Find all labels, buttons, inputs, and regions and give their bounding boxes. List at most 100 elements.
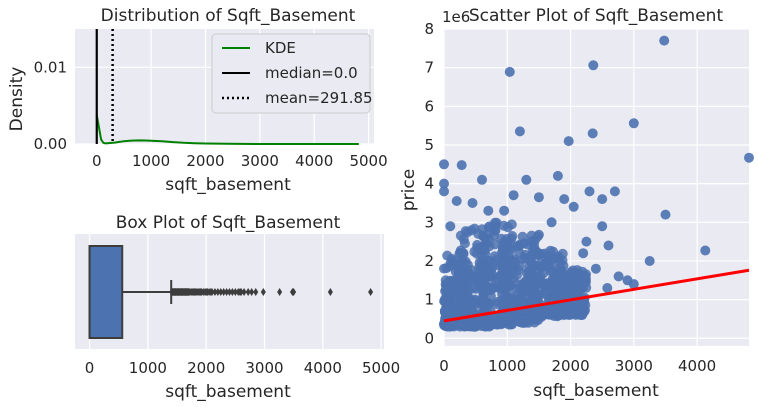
scatter-point xyxy=(517,231,528,242)
scatter-point xyxy=(568,201,579,212)
scatter-point xyxy=(555,284,566,294)
scatter-point xyxy=(744,152,754,163)
scatter-point xyxy=(456,160,467,171)
scatter-ticks: 0 1000 2000 3000 4000 0 1 2 3 4 5 6 7 8 xyxy=(424,20,716,375)
box-outlier xyxy=(218,288,224,296)
scatter-point xyxy=(483,205,494,216)
scatter-point xyxy=(440,275,451,286)
scatter-y-offset: 1e6 xyxy=(442,8,470,26)
scatter-point xyxy=(461,321,472,332)
scatter-xtick-label: 1000 xyxy=(488,357,526,375)
scatter-point xyxy=(577,282,588,293)
box-outlier xyxy=(221,288,227,296)
scatter-point xyxy=(644,256,655,266)
scatter-ytick-label: 0 xyxy=(424,329,434,347)
scatter-point xyxy=(467,296,478,307)
scatter-point xyxy=(526,312,537,323)
scatter-point xyxy=(500,295,511,306)
scatter-point xyxy=(613,271,624,282)
scatter-point xyxy=(554,257,565,268)
scatter-point xyxy=(597,194,608,205)
box-outlier xyxy=(238,288,244,296)
box-outlier xyxy=(327,288,333,296)
kde-xtick-label: 3000 xyxy=(241,152,279,170)
scatter-point xyxy=(506,219,517,230)
box-xtick-label: 0 xyxy=(85,359,95,377)
scatter-point xyxy=(539,278,550,289)
scatter-point xyxy=(597,221,608,232)
scatter-point xyxy=(508,190,519,201)
scatter-ytick-label: 7 xyxy=(424,59,434,77)
scatter-point xyxy=(602,283,613,293)
kde-ylabel: Density xyxy=(7,67,27,132)
scatter-xtick-label: 0 xyxy=(439,357,449,375)
scatter-point xyxy=(559,194,570,205)
scatter-point xyxy=(546,217,557,228)
box-outlier xyxy=(215,288,221,296)
scatter-point xyxy=(521,174,532,185)
scatter-point xyxy=(514,241,525,251)
scatter-point xyxy=(439,159,449,170)
scatter-point xyxy=(441,263,452,274)
scatter-ytick-label: 2 xyxy=(424,252,434,270)
scatter-point xyxy=(441,284,452,295)
box-outlier xyxy=(241,288,247,296)
scatter-point xyxy=(603,240,614,251)
kde-ytick-label: 0.01 xyxy=(34,58,67,76)
scatter-point xyxy=(504,66,515,77)
scatter-point xyxy=(628,118,639,129)
scatter-point xyxy=(442,250,453,261)
box-shapes xyxy=(88,245,374,339)
scatter-point xyxy=(455,247,466,258)
scatter-point xyxy=(439,178,449,189)
legend-label-kde: KDE xyxy=(265,39,296,57)
box-xtick-label: 2000 xyxy=(187,359,225,377)
scatter-point xyxy=(508,296,519,306)
scatter-point xyxy=(532,278,543,289)
box-outlier xyxy=(212,288,218,296)
scatter-point xyxy=(463,269,474,280)
box-outlier xyxy=(224,288,230,296)
box-iqr xyxy=(88,245,124,339)
scatter-point xyxy=(572,269,583,280)
scatter-point xyxy=(445,221,456,232)
box-panel: 0 1000 2000 3000 4000 5000 Box Plot of Sqft_B… xyxy=(75,213,400,402)
scatter-point xyxy=(479,272,490,283)
box-outlier xyxy=(291,288,297,296)
box-outlier xyxy=(232,288,238,296)
scatter-ytick-label: 8 xyxy=(424,20,434,38)
box-ticks: 0 1000 2000 3000 4000 5000 xyxy=(85,359,400,377)
scatter-point xyxy=(590,263,601,274)
scatter-xtick-label: 2000 xyxy=(551,357,589,375)
kde-lines xyxy=(95,29,359,145)
box-outlier xyxy=(227,288,232,296)
box-xtick-label: 1000 xyxy=(129,359,167,377)
scatter-point xyxy=(441,309,452,320)
scatter-point xyxy=(660,209,671,220)
scatter-point xyxy=(484,284,495,295)
box-xtick-label: 5000 xyxy=(362,359,400,377)
legend-label-median: median=0.0 xyxy=(265,64,358,82)
box-outlier xyxy=(245,288,251,296)
box-outlier xyxy=(249,288,255,296)
scatter-point xyxy=(536,311,547,322)
scatter-point xyxy=(499,205,510,216)
scatter-point xyxy=(459,287,470,298)
scatter-point xyxy=(497,278,508,289)
kde-xtick-label: 0 xyxy=(92,152,102,170)
kde-ticks: 0 1000 2000 3000 4000 5000 0.00 0.01 xyxy=(34,58,388,170)
box-outlier xyxy=(368,288,374,296)
kde-xtick-label: 1000 xyxy=(132,152,170,170)
scatter-ytick-label: 3 xyxy=(424,213,434,231)
box-xlabel: sqft_basement xyxy=(165,382,291,402)
scatter-point xyxy=(478,231,489,242)
scatter-xlabel: sqft_basement xyxy=(533,381,659,401)
scatter-point xyxy=(577,304,588,315)
scatter-point xyxy=(588,60,599,71)
scatter-xtick-label: 4000 xyxy=(678,357,716,375)
legend-frame xyxy=(211,33,371,114)
scatter-point xyxy=(487,263,498,274)
legend-label-mean: mean=291.85 xyxy=(265,89,373,107)
scatter-point xyxy=(477,174,487,185)
